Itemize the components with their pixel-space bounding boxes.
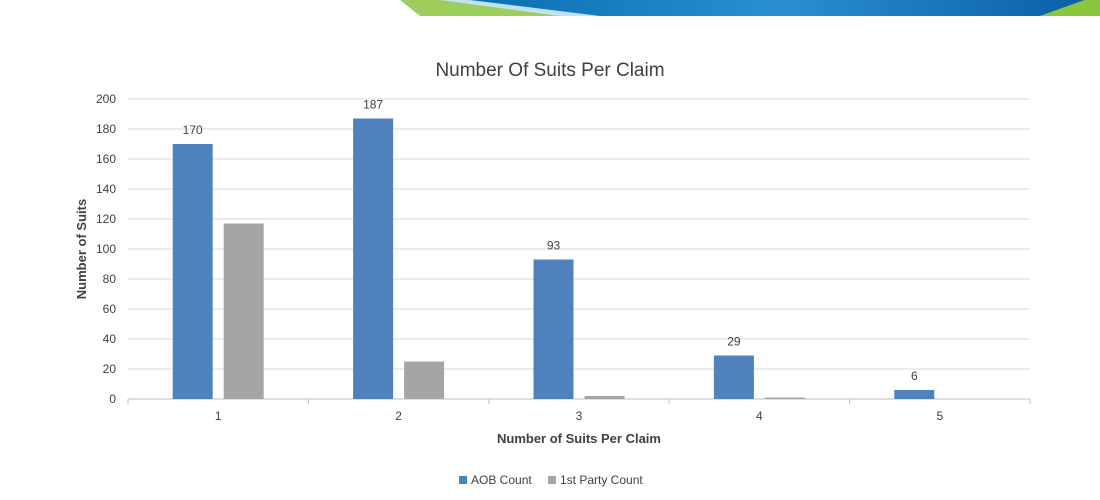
- bar-aob-5: [894, 390, 935, 399]
- chart-title: Number Of Suits Per Claim: [435, 60, 664, 81]
- bar-first-party-4: [764, 397, 805, 399]
- bar-first-party-3: [584, 396, 625, 399]
- x-tick-label: 3: [576, 409, 583, 423]
- y-tick-label: 40: [103, 332, 117, 346]
- x-axis-ticks: 1 2 3 4 5: [127, 399, 1031, 423]
- legend-label: AOB Count: [471, 473, 532, 487]
- y-tick-label: 140: [96, 182, 116, 196]
- y-tick-label: 120: [96, 212, 116, 226]
- bar-aob-3: [533, 259, 574, 399]
- legend-label: 1st Party Count: [560, 473, 643, 487]
- legend-swatch: [548, 476, 556, 484]
- bar-first-party-2: [404, 361, 445, 399]
- data-label: 187: [363, 98, 383, 112]
- y-tick-label: 100: [96, 242, 116, 256]
- data-label: 6: [911, 369, 918, 383]
- bars: [172, 118, 935, 399]
- x-tick-label: 4: [756, 409, 763, 423]
- bar-aob-2: [353, 118, 394, 399]
- data-label: 170: [183, 123, 203, 137]
- data-label: 93: [547, 239, 561, 253]
- y-axis-ticks: 0 20 40 60 80 100 120 140 160 180 200: [96, 92, 116, 406]
- bar-aob-4: [713, 355, 754, 399]
- bar-aob-1: [172, 144, 213, 399]
- y-axis-label: Number of Suits: [74, 199, 89, 299]
- y-tick-label: 180: [96, 122, 116, 136]
- y-tick-label: 160: [96, 152, 116, 166]
- data-labels: 170 187 93 29 6: [183, 98, 918, 384]
- data-label: 29: [727, 335, 741, 349]
- legend-swatch: [459, 476, 467, 484]
- x-tick-label: 1: [215, 409, 222, 423]
- y-tick-label: 20: [103, 362, 117, 376]
- y-tick-label: 80: [103, 272, 117, 286]
- header-banner: [400, 0, 1100, 16]
- legend: AOB Count 1st Party Count: [459, 473, 643, 487]
- y-tick-label: 200: [96, 92, 116, 106]
- gridlines: [128, 98, 1030, 400]
- y-tick-label: 0: [109, 392, 116, 406]
- x-tick-label: 5: [936, 409, 943, 423]
- x-axis-label: Number of Suits Per Claim: [497, 431, 661, 446]
- bar-first-party-1: [223, 223, 264, 399]
- y-tick-label: 60: [103, 302, 117, 316]
- x-tick-label: 2: [395, 409, 402, 423]
